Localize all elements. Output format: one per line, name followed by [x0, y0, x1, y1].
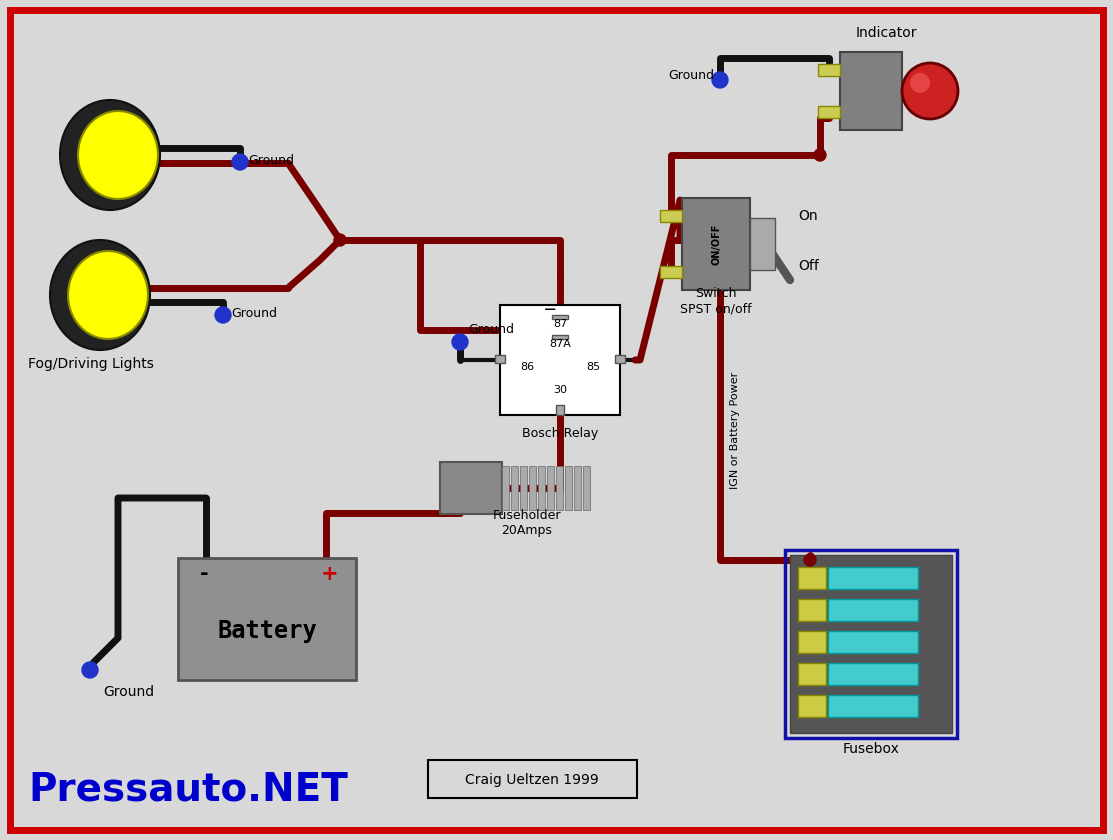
Text: Fuseholder
20Amps: Fuseholder 20Amps [493, 509, 561, 537]
Text: Bosch Relay: Bosch Relay [522, 427, 598, 440]
Bar [552, 335, 568, 339]
Text: Ground: Ground [467, 323, 514, 336]
Text: On: On [798, 209, 818, 223]
Circle shape [452, 334, 467, 350]
Bar [828, 631, 918, 653]
Ellipse shape [50, 240, 150, 350]
Bar [798, 567, 826, 589]
Circle shape [215, 307, 232, 323]
Bar [660, 266, 682, 278]
Text: Off: Off [798, 259, 819, 273]
Bar [574, 466, 581, 510]
Text: 85: 85 [585, 362, 600, 372]
Text: Switch
SPST on/off: Switch SPST on/off [680, 287, 751, 315]
Bar [546, 466, 554, 510]
Ellipse shape [78, 111, 158, 199]
Bar [583, 466, 590, 510]
Text: Indicator: Indicator [855, 26, 917, 40]
Bar [660, 210, 682, 222]
Bar [440, 462, 502, 514]
Bar [818, 64, 840, 76]
Bar [798, 631, 826, 653]
Text: 30: 30 [553, 385, 567, 395]
Bar [818, 106, 840, 118]
Bar [828, 663, 918, 685]
Bar [552, 315, 568, 319]
Text: Ground: Ground [248, 154, 294, 166]
Bar [798, 663, 826, 685]
Ellipse shape [60, 100, 160, 210]
Text: Battery: Battery [217, 619, 317, 643]
Bar [798, 599, 826, 621]
Text: 87A: 87A [549, 339, 571, 349]
Bar [615, 355, 626, 363]
Circle shape [712, 72, 728, 88]
Text: 86: 86 [520, 362, 534, 372]
FancyBboxPatch shape [429, 760, 637, 798]
Text: Ground: Ground [668, 69, 715, 81]
Bar [502, 466, 509, 510]
Bar [750, 218, 775, 270]
Bar [798, 695, 826, 717]
Text: Ground: Ground [232, 307, 277, 319]
Bar [511, 466, 518, 510]
Bar [828, 599, 918, 621]
Circle shape [814, 149, 826, 161]
Bar [538, 466, 545, 510]
Bar [840, 52, 902, 130]
Circle shape [902, 63, 958, 119]
Text: -: - [200, 564, 208, 584]
Bar [529, 466, 536, 510]
Bar [785, 550, 957, 738]
Text: Craig Ueltzen 1999: Craig Ueltzen 1999 [465, 773, 599, 787]
Circle shape [82, 662, 98, 678]
Text: +: + [321, 564, 338, 584]
Bar [790, 555, 952, 733]
Bar [828, 695, 918, 717]
Text: Fusebox: Fusebox [843, 742, 899, 756]
Bar [828, 567, 918, 589]
Text: Fog/Driving Lights: Fog/Driving Lights [28, 357, 154, 371]
Text: Ground: Ground [104, 685, 154, 699]
Ellipse shape [68, 251, 148, 339]
Text: 87: 87 [553, 319, 568, 329]
Circle shape [804, 554, 816, 566]
Circle shape [232, 154, 248, 170]
Bar [495, 355, 505, 363]
Bar [556, 405, 564, 415]
Text: ON/OFF: ON/OFF [711, 223, 721, 265]
Bar [565, 466, 572, 510]
Bar [556, 466, 563, 510]
Bar [500, 305, 620, 415]
Bar [682, 198, 750, 290]
Circle shape [910, 73, 930, 93]
Text: Pressauto.NET: Pressauto.NET [28, 770, 348, 808]
Bar [520, 466, 526, 510]
Bar [178, 558, 356, 680]
Circle shape [334, 234, 346, 246]
Text: IGN or Battery Power: IGN or Battery Power [730, 371, 740, 489]
